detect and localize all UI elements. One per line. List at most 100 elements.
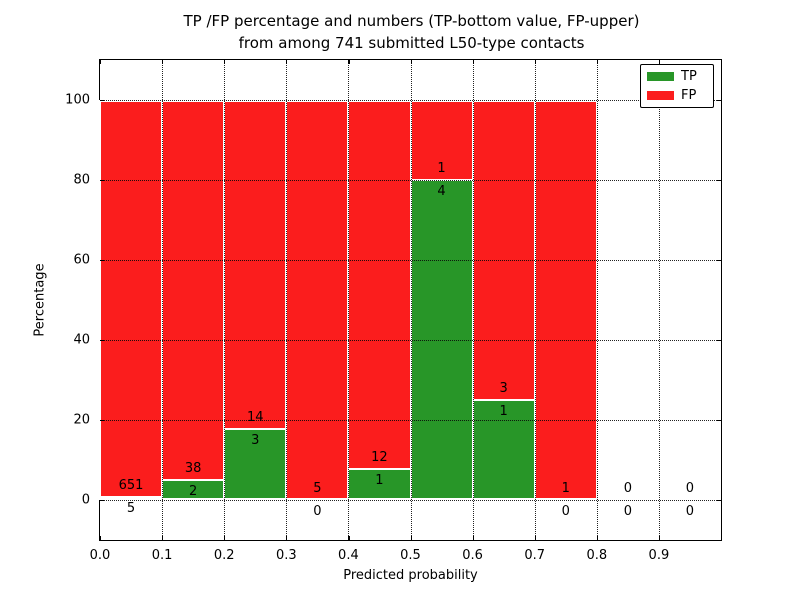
tick-mark: [100, 260, 104, 262]
x-tick-label: 0.8: [586, 548, 608, 563]
y-tick-label: 100: [65, 92, 90, 108]
tick-mark: [534, 60, 536, 64]
legend-swatch-tp-icon: [647, 72, 674, 81]
tick-mark: [100, 180, 104, 182]
chart-title-line2: from among 741 submitted L50-type contac…: [238, 34, 585, 52]
tick-mark: [100, 420, 104, 422]
gridline-x: [162, 60, 164, 540]
bar-edge: [99, 100, 101, 500]
bar-edge-top: [286, 100, 349, 102]
bar-edge-bottom: [100, 498, 163, 500]
bar-segment-fp: [224, 100, 287, 430]
tick-mark: [100, 340, 104, 342]
x-tick-label: 0.6: [462, 548, 483, 563]
tick-mark: [472, 60, 474, 64]
bar-edge-top: [348, 100, 411, 102]
y-tick-label: 80: [73, 172, 90, 188]
x-tick-label: 0.9: [648, 548, 670, 563]
gridline-x: [534, 60, 536, 540]
fp-count-label: 3: [499, 381, 508, 396]
fp-count-label: 1: [561, 481, 570, 496]
bar-segment-tp: [224, 429, 287, 500]
chart-title: TP /FP percentage and numbers (TP-bottom…: [100, 10, 723, 54]
tick-mark: [410, 536, 412, 540]
bar-segment-fp: [286, 100, 349, 500]
x-tick-label: 0.4: [338, 548, 359, 563]
y-tick-label: 0: [81, 492, 90, 508]
tick-mark: [596, 60, 598, 64]
y-tick-label: 40: [73, 332, 90, 348]
plot-area: TP FP 0.0 0.1 0.2 0.3 0.4 0.5 0.6 0.7 0.8 0.9 0 20 4…: [65, 59, 722, 563]
bar-segment-fp: [348, 100, 411, 470]
tick-mark: [100, 60, 102, 64]
tick-mark: [658, 60, 661, 64]
bar-edge-bottom: [348, 498, 411, 500]
y-axis-label: Percentage: [32, 263, 48, 337]
bar-edge-bottom: [410, 498, 473, 500]
gridline-x: [658, 60, 660, 540]
fp-count-label: 651: [118, 477, 144, 493]
fp-count-label: 0: [685, 481, 695, 496]
tick-mark: [286, 536, 288, 540]
x-tick-label: 0.5: [400, 548, 421, 563]
bar-stack-boundary: [348, 468, 411, 471]
tick-mark: [410, 60, 412, 64]
tick-mark: [717, 260, 721, 262]
gridline-x: [472, 60, 474, 540]
y-tick-label: 20: [73, 412, 90, 428]
tick-mark: [100, 500, 104, 502]
tp-count-label: 0: [685, 504, 695, 519]
bar-segment-fp: [410, 100, 473, 180]
fp-count-label: 1: [437, 161, 446, 176]
chart-title-line1: TP /FP percentage and numbers (TP-bottom…: [183, 12, 640, 30]
bar-edge-top: [100, 100, 163, 102]
x-tick-label: 0.7: [524, 548, 546, 563]
legend-label-tp: TP: [681, 69, 697, 84]
bar-segment-tp: [348, 469, 411, 500]
tp-count-label: 5: [126, 500, 136, 516]
y-tick-label: 60: [73, 252, 90, 268]
tp-count-label: 2: [189, 484, 198, 499]
bar-segment-tp: [162, 480, 225, 500]
fp-count-label: 5: [313, 481, 322, 496]
fp-count-label: 12: [371, 450, 388, 466]
tick-mark: [100, 100, 104, 102]
fp-count-label: 14: [246, 410, 264, 426]
tick-mark: [348, 536, 350, 540]
bar-edge-bottom: [162, 498, 225, 500]
bar-segment-tp: [472, 400, 535, 500]
gridline-x: [348, 60, 350, 540]
tick-mark: [658, 536, 661, 540]
tick-mark: [162, 60, 164, 64]
tick-mark: [100, 536, 102, 540]
x-tick-label: 0.2: [213, 548, 235, 563]
tick-mark: [717, 340, 721, 342]
legend-label-fp: FP: [681, 88, 697, 103]
tick-mark: [534, 536, 536, 540]
tp-count-label: 1: [499, 404, 508, 419]
tick-mark: [162, 536, 164, 540]
gridline-x: [224, 60, 226, 540]
bar-edge-top: [224, 100, 287, 102]
x-axis-label: Predicted probability: [343, 568, 478, 583]
legend-entry-tp: TP: [647, 70, 707, 83]
gridline-x: [286, 60, 288, 540]
bar-stack-boundary: [224, 428, 287, 431]
tp-count-label: 3: [251, 433, 260, 449]
legend-swatch-fp-icon: [647, 91, 674, 100]
tick-mark: [224, 60, 226, 64]
bar-edge-top: [534, 100, 597, 102]
bar-edge-top: [162, 100, 225, 102]
tick-mark: [224, 536, 226, 540]
tick-mark: [348, 60, 350, 64]
legend: TP FP: [640, 64, 714, 108]
bar-edge-top: [410, 100, 473, 102]
tick-mark: [717, 180, 721, 182]
tick-mark: [717, 420, 721, 422]
x-tick-label: 0.1: [151, 548, 173, 563]
bar-segment-fp: [534, 100, 597, 500]
tick-mark: [596, 536, 598, 540]
tp-count-label: 0: [561, 504, 570, 519]
bar-edge-bottom: [224, 498, 287, 500]
